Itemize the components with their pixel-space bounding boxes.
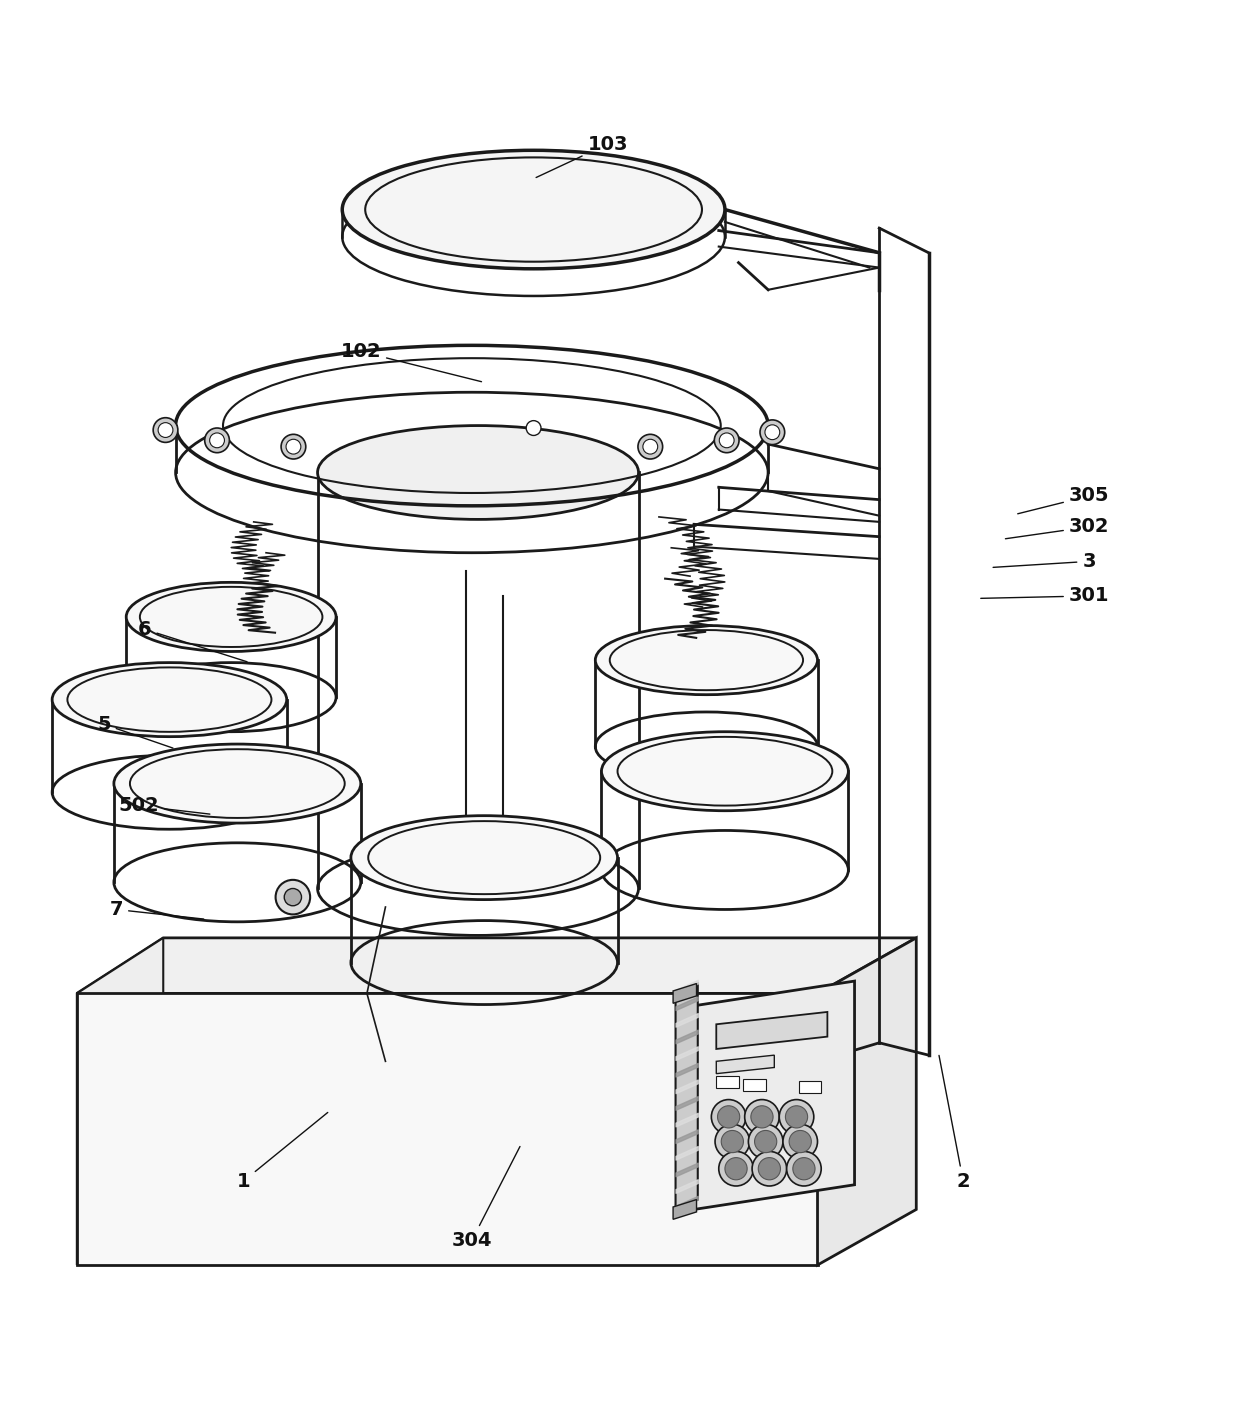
Circle shape <box>725 1158 748 1179</box>
Circle shape <box>154 417 177 443</box>
Ellipse shape <box>114 744 361 823</box>
Circle shape <box>159 423 172 437</box>
Ellipse shape <box>317 426 639 519</box>
Polygon shape <box>717 1012 827 1049</box>
Ellipse shape <box>52 663 286 736</box>
Text: 103: 103 <box>536 135 627 177</box>
Ellipse shape <box>342 150 725 268</box>
Bar <box>717 1076 739 1088</box>
Circle shape <box>758 1158 780 1179</box>
Circle shape <box>779 1100 813 1134</box>
Text: 301: 301 <box>981 586 1110 606</box>
Polygon shape <box>77 993 817 1264</box>
Polygon shape <box>673 1199 697 1219</box>
Circle shape <box>286 440 301 454</box>
Circle shape <box>719 1151 754 1186</box>
Polygon shape <box>817 938 916 1264</box>
Polygon shape <box>694 981 854 1209</box>
Circle shape <box>642 440 657 454</box>
Text: 304: 304 <box>451 1147 520 1250</box>
Ellipse shape <box>351 816 618 900</box>
Circle shape <box>785 1105 807 1128</box>
Circle shape <box>275 880 310 914</box>
Circle shape <box>205 429 229 453</box>
Circle shape <box>284 888 301 905</box>
Polygon shape <box>77 938 164 1264</box>
Circle shape <box>281 434 306 458</box>
Circle shape <box>712 1100 746 1134</box>
Polygon shape <box>676 983 698 1209</box>
Circle shape <box>789 1131 811 1152</box>
Circle shape <box>715 1124 750 1159</box>
Ellipse shape <box>595 626 817 695</box>
Circle shape <box>792 1158 815 1179</box>
Ellipse shape <box>601 732 848 810</box>
Circle shape <box>526 420 541 436</box>
Circle shape <box>718 1105 740 1128</box>
Text: 5: 5 <box>97 715 172 748</box>
Circle shape <box>749 1124 782 1159</box>
Text: 302: 302 <box>1006 518 1110 539</box>
Circle shape <box>753 1151 786 1186</box>
Circle shape <box>210 433 224 448</box>
Circle shape <box>751 1105 773 1128</box>
Circle shape <box>786 1151 821 1186</box>
Circle shape <box>765 424 780 440</box>
Circle shape <box>760 420 785 444</box>
Polygon shape <box>673 983 697 1003</box>
Circle shape <box>637 434 662 458</box>
Text: 1: 1 <box>237 1112 327 1191</box>
Text: 7: 7 <box>109 900 203 920</box>
Text: 502: 502 <box>118 796 210 816</box>
Polygon shape <box>717 1056 774 1074</box>
Polygon shape <box>77 938 916 993</box>
Circle shape <box>745 1100 779 1134</box>
Text: 3: 3 <box>993 552 1096 570</box>
Circle shape <box>782 1124 817 1159</box>
Circle shape <box>719 433 734 448</box>
Bar <box>744 1078 765 1091</box>
Text: 6: 6 <box>138 620 247 661</box>
Text: 2: 2 <box>939 1056 970 1191</box>
Text: 305: 305 <box>1018 487 1110 514</box>
Circle shape <box>714 429 739 453</box>
Circle shape <box>755 1131 776 1152</box>
Ellipse shape <box>126 582 336 651</box>
Circle shape <box>722 1131 744 1152</box>
Bar <box>799 1081 821 1094</box>
Text: 102: 102 <box>341 342 481 382</box>
